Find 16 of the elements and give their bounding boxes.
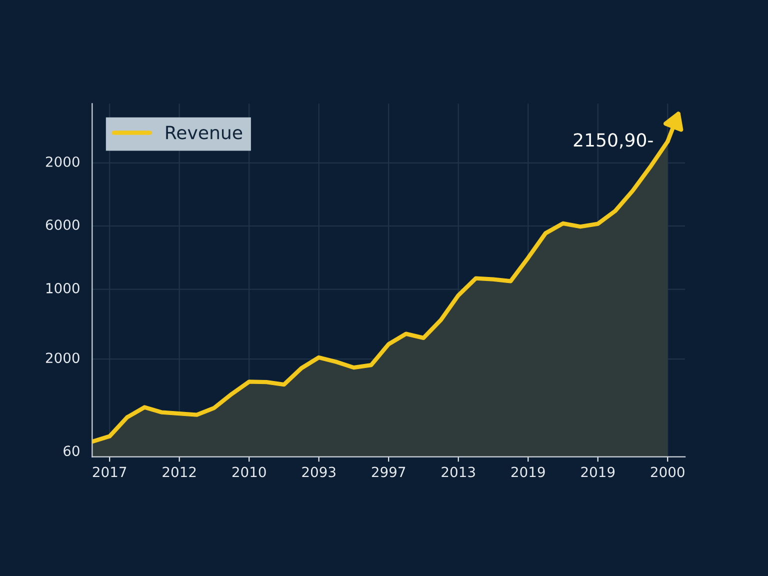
text: 2000 — [46, 156, 80, 167]
x-tick-label: 2000 — [650, 466, 684, 478]
x-tick-label: 2012 — [162, 466, 196, 478]
text: 1000 — [46, 282, 80, 294]
x-tick-label: 2010 — [232, 466, 266, 478]
annotation: 2150,90- — [574, 133, 653, 149]
text: 2000 — [46, 352, 80, 364]
x-tick-label: 2093 — [302, 466, 336, 478]
legend-label: Revenue — [166, 126, 242, 140]
x-tick-label: 2997 — [372, 466, 406, 478]
x-tick-label: 2019 — [581, 466, 615, 478]
x-tick-label: 2013 — [442, 466, 475, 478]
x-tick-label: 2017 — [92, 466, 126, 478]
x-tick-label: 2019 — [511, 466, 545, 478]
text: 60 — [64, 446, 80, 456]
text: 6000 — [46, 220, 80, 230]
